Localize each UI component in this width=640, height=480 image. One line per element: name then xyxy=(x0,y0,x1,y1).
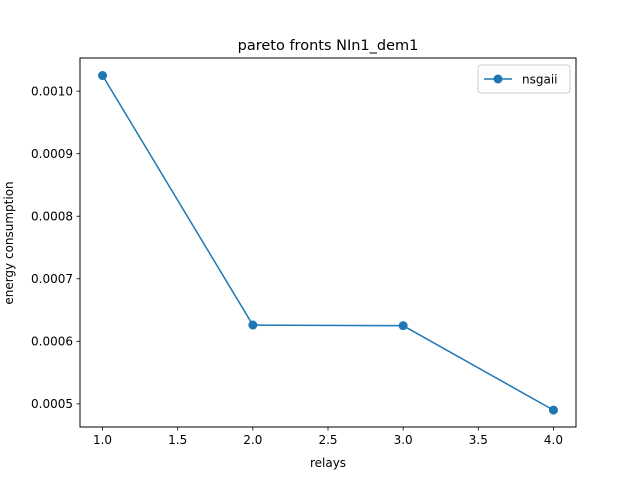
x-tick-label: 2.5 xyxy=(318,433,337,447)
x-tick-label: 2.0 xyxy=(243,433,262,447)
y-tick-label: 0.0008 xyxy=(31,210,73,224)
legend-series-label: nsgaii xyxy=(522,73,558,87)
x-axis-label: relays xyxy=(310,456,346,470)
x-tick-label: 3.5 xyxy=(469,433,488,447)
x-tick-label: 1.5 xyxy=(168,433,187,447)
y-axis-label: energy consumption xyxy=(2,181,16,304)
chart-title: pareto fronts NIn1_dem1 xyxy=(238,38,419,54)
y-tick-label: 0.0009 xyxy=(31,147,73,161)
series-layer xyxy=(98,71,558,415)
series-line xyxy=(101,75,554,411)
data-point xyxy=(398,321,408,331)
legend-box xyxy=(477,64,571,94)
y-axis: 0.0005 0.0006 0.0007 0.0008 0.0009 0.0010 xyxy=(31,84,80,411)
data-point xyxy=(98,71,108,81)
data-point xyxy=(548,405,558,415)
x-tick-label: 4.0 xyxy=(544,433,563,447)
plot-background xyxy=(80,58,576,427)
legend-series-marker xyxy=(493,74,503,84)
x-tick-label: 3.0 xyxy=(394,433,413,447)
y-tick-label: 0.0005 xyxy=(31,397,73,411)
x-tick-label: 1.0 xyxy=(93,433,112,447)
plot-area xyxy=(80,58,576,427)
y-tick-label: 0.0006 xyxy=(31,335,73,349)
data-point xyxy=(248,320,258,330)
x-axis: 1.0 1.5 2.0 2.5 3.0 3.5 4.0 xyxy=(93,427,563,447)
y-tick-label: 0.0007 xyxy=(31,272,73,286)
y-tick-label: 0.0010 xyxy=(31,84,73,98)
legend: nsgaii xyxy=(477,64,571,94)
plot-frame xyxy=(79,57,577,428)
